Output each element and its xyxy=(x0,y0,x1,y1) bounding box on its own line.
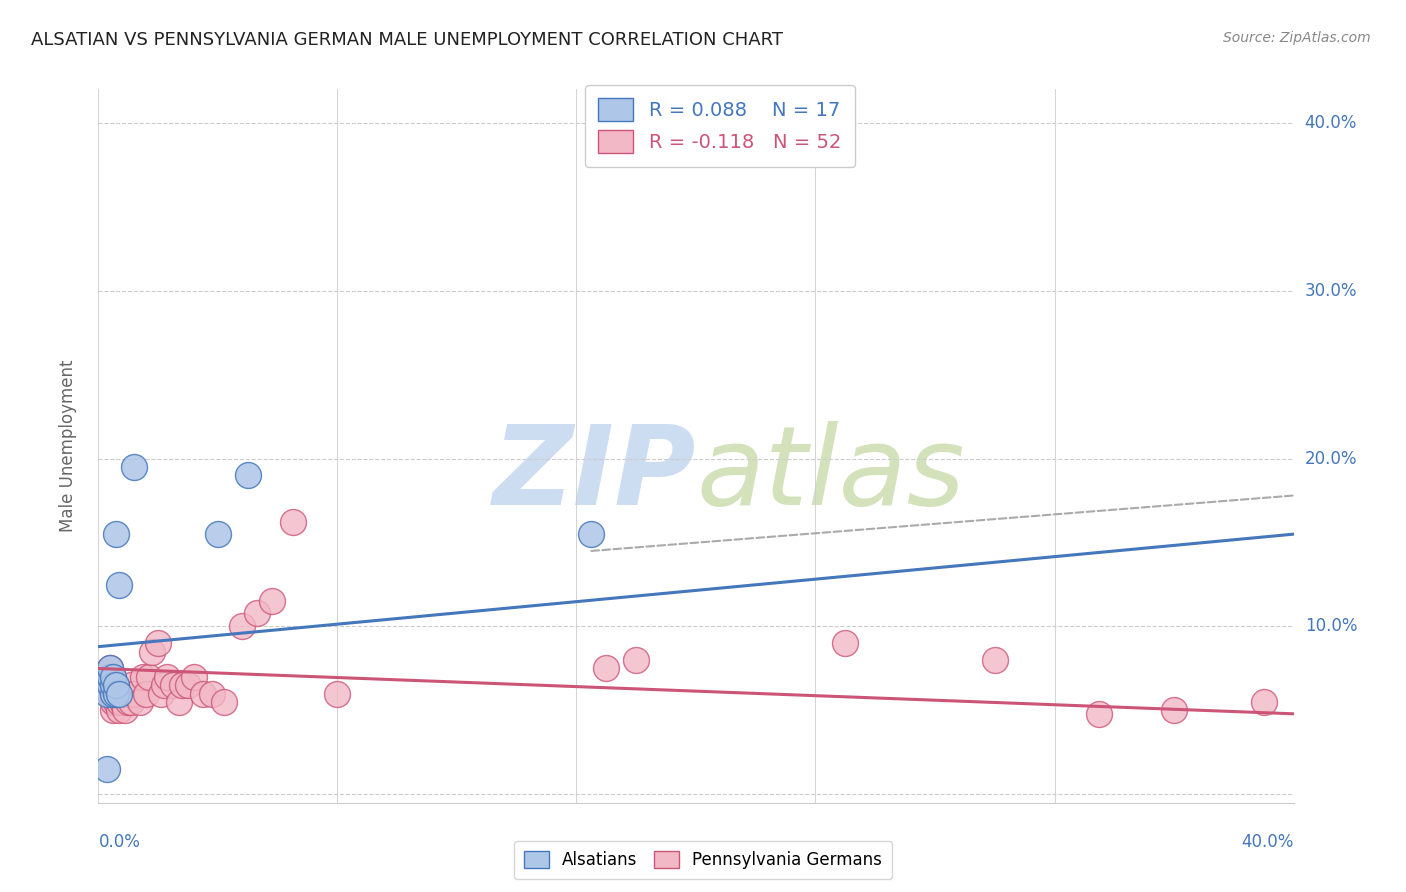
Point xyxy=(1088,706,1111,721)
Text: 40.0%: 40.0% xyxy=(1305,114,1357,132)
Point xyxy=(96,687,118,701)
Point xyxy=(108,577,131,591)
Point xyxy=(626,653,648,667)
Point xyxy=(108,687,131,701)
Point xyxy=(117,695,139,709)
Point xyxy=(103,678,125,692)
Point xyxy=(108,687,131,701)
Point xyxy=(156,670,179,684)
Point xyxy=(177,678,200,692)
Text: Source: ZipAtlas.com: Source: ZipAtlas.com xyxy=(1223,31,1371,45)
Y-axis label: Male Unemployment: Male Unemployment xyxy=(59,359,77,533)
Point xyxy=(103,695,125,709)
Point xyxy=(124,687,146,701)
Point xyxy=(236,468,259,483)
Point xyxy=(162,678,184,692)
Point xyxy=(103,670,125,684)
Point xyxy=(281,516,304,530)
Point xyxy=(108,695,131,709)
Point xyxy=(595,661,617,675)
Point xyxy=(103,687,125,701)
Point xyxy=(135,687,157,701)
Point xyxy=(111,687,134,701)
Point xyxy=(114,703,136,717)
Point xyxy=(260,594,283,608)
Text: ALSATIAN VS PENNSYLVANIA GERMAN MALE UNEMPLOYMENT CORRELATION CHART: ALSATIAN VS PENNSYLVANIA GERMAN MALE UNE… xyxy=(31,31,783,49)
Point xyxy=(98,661,122,675)
Point xyxy=(231,619,253,633)
Point xyxy=(153,678,176,692)
Point xyxy=(103,670,125,684)
Legend: Alsatians, Pennsylvania Germans: Alsatians, Pennsylvania Germans xyxy=(513,841,893,880)
Point xyxy=(212,695,235,709)
Point xyxy=(96,670,118,684)
Point xyxy=(105,687,128,701)
Point xyxy=(326,687,349,701)
Legend: R = 0.088    N = 17, R = -0.118   N = 52: R = 0.088 N = 17, R = -0.118 N = 52 xyxy=(585,85,855,167)
Point xyxy=(103,687,125,701)
Text: 20.0%: 20.0% xyxy=(1305,450,1357,467)
Point xyxy=(984,653,1007,667)
Point xyxy=(129,695,152,709)
Point xyxy=(96,762,118,776)
Text: 10.0%: 10.0% xyxy=(1305,617,1357,635)
Point xyxy=(167,695,190,709)
Point xyxy=(150,687,173,701)
Point xyxy=(105,678,128,692)
Point xyxy=(172,678,194,692)
Text: 30.0%: 30.0% xyxy=(1305,282,1357,300)
Point xyxy=(207,527,229,541)
Text: ZIP: ZIP xyxy=(492,421,696,528)
Point xyxy=(96,678,118,692)
Point xyxy=(148,636,170,650)
Point xyxy=(111,695,134,709)
Point xyxy=(183,670,205,684)
Point xyxy=(98,661,122,675)
Point xyxy=(834,636,856,650)
Point xyxy=(120,695,142,709)
Point xyxy=(201,687,224,701)
Point xyxy=(103,703,125,717)
Point xyxy=(105,695,128,709)
Point xyxy=(117,687,139,701)
Point xyxy=(98,687,122,701)
Point xyxy=(1253,695,1275,709)
Point xyxy=(108,703,131,717)
Point xyxy=(1163,703,1185,717)
Point xyxy=(246,606,269,620)
Point xyxy=(191,687,214,701)
Point xyxy=(98,678,122,692)
Point xyxy=(98,678,122,692)
Point xyxy=(581,527,603,541)
Point xyxy=(105,678,128,692)
Point xyxy=(98,670,122,684)
Point xyxy=(141,645,163,659)
Point xyxy=(105,687,128,701)
Text: 40.0%: 40.0% xyxy=(1241,833,1294,851)
Point xyxy=(124,460,146,475)
Text: atlas: atlas xyxy=(696,421,965,528)
Point xyxy=(138,670,160,684)
Text: 0.0%: 0.0% xyxy=(98,833,141,851)
Point xyxy=(105,527,128,541)
Point xyxy=(120,678,142,692)
Point xyxy=(132,670,155,684)
